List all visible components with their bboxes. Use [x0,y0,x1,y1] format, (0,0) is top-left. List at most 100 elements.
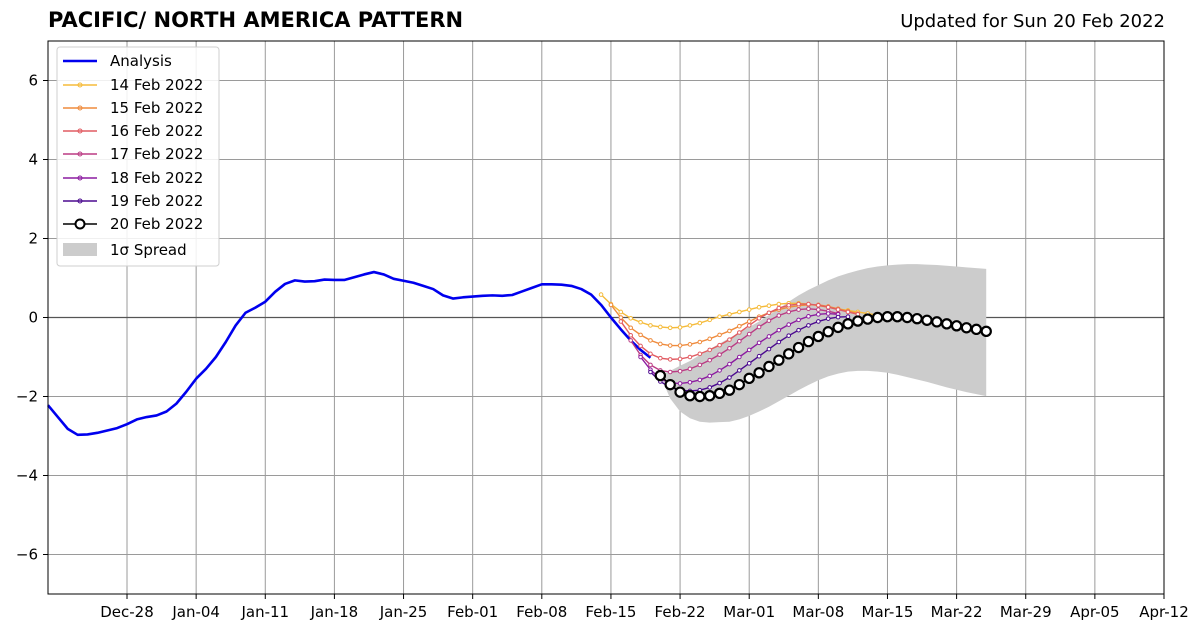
forecast-point [658,341,663,347]
legend-19feb-label: 19 Feb 2022 [110,192,203,210]
forecast-point [737,330,742,335]
forecast-point [845,309,851,315]
current-forecast-point [970,323,983,336]
current-forecast-point [950,320,963,332]
forecast-point [707,347,712,353]
x-tick-label: Jan-04 [171,603,220,621]
forecast-point [737,354,742,360]
forecast-point [756,353,762,359]
forecast-point [727,361,732,367]
y-tick-label: 4 [28,151,38,169]
current-forecast-point [723,384,736,396]
forecast-point [628,338,633,343]
forecast-point [598,292,604,297]
forecast-point [727,375,732,380]
forecast-point [776,301,782,307]
forecast-point [717,368,722,373]
forecast-point [825,311,831,316]
current-forecast-point [911,312,923,325]
forecast-point [707,317,712,323]
forecast-point [737,338,742,344]
forecast-point [816,312,821,317]
current-forecast-point [783,348,795,360]
forecast-point [766,346,772,352]
current-forecast-point [684,390,696,402]
forecast-point [727,346,732,351]
forecast-point [638,332,643,338]
current-forecast-point [862,313,874,325]
forecast-point [618,309,624,315]
forecast-point [707,373,712,379]
legend-16feb-label: 16 Feb 2022 [110,122,203,140]
forecast-point [766,310,772,316]
current-forecast-point [703,390,716,402]
current-forecast-point [713,387,726,400]
legend-20feb-label: 20 Feb 2022 [110,215,203,233]
current-forecast-point [812,330,825,343]
forecast-point [618,315,624,320]
current-forecast-point [901,311,913,324]
forecast-point [638,343,643,349]
forecast-point [638,319,643,325]
forecast-point [746,323,752,328]
y-tick-label: 6 [28,72,38,90]
forecast-point [727,312,732,317]
forecast-point [796,327,801,333]
forecast-point [766,318,772,323]
legend-18feb-label: 18 Feb 2022 [110,169,203,187]
current-forecast-point [792,341,805,354]
current-forecast-point [694,390,706,403]
x-tick-label: Mar-01 [723,603,775,621]
current-forecast-point [654,369,667,382]
forecast-point [737,309,742,315]
forecast-point [697,362,703,368]
forecast-point [677,356,683,362]
x-tick-label: Jan-25 [379,603,428,621]
forecast-point [727,337,732,342]
forecast-point [707,385,712,390]
x-tick-label: Dec-28 [100,603,154,621]
forecast-point [737,368,742,373]
x-tick-label: Mar-29 [1000,603,1052,621]
forecast-point [697,351,703,357]
forecast-point [687,366,693,372]
legend-spread-swatch [63,243,97,256]
forecast-point [816,307,821,312]
current-forecast-point [960,322,973,334]
x-tick-label: Mar-08 [792,603,844,621]
forecast-point [806,306,811,312]
forecast-point [628,315,633,321]
legend-analysis-label: Analysis [110,52,172,70]
forecast-point [796,317,801,323]
forecast-point [776,313,782,318]
forecast-point [835,307,841,312]
forecast-point [677,325,683,330]
forecast-point [677,368,683,374]
legend-19feb-marker [77,198,83,204]
x-tick-label: Mar-22 [931,603,983,621]
forecast-point [746,361,752,366]
legend-15feb-marker [77,105,83,111]
current-forecast-point [891,311,904,323]
current-forecast-point [881,311,894,323]
y-tick-label: 2 [28,230,38,248]
chart-title: PACIFIC/ NORTH AMERICA PATTERN [48,8,464,32]
forecast-point [697,339,703,345]
forecast-point [825,316,831,321]
forecast-point [618,319,624,324]
current-forecast-point [941,318,953,330]
legend-20feb-marker [74,218,86,230]
current-forecast-point [842,318,854,330]
forecast-point [727,328,732,334]
current-forecast-point [871,311,884,324]
forecast-point [756,324,762,330]
forecast-point [845,314,851,320]
current-forecast-point [733,378,746,391]
forecast-point [628,332,633,338]
analysis-line [47,270,652,437]
forecast-point [667,369,673,375]
legend: Analysis 14 Feb 2022 15 Feb 2022 16 Feb … [56,46,220,267]
forecast-point [707,357,712,363]
chart-subtitle: Updated for Sun 20 Feb 2022 [900,11,1165,32]
